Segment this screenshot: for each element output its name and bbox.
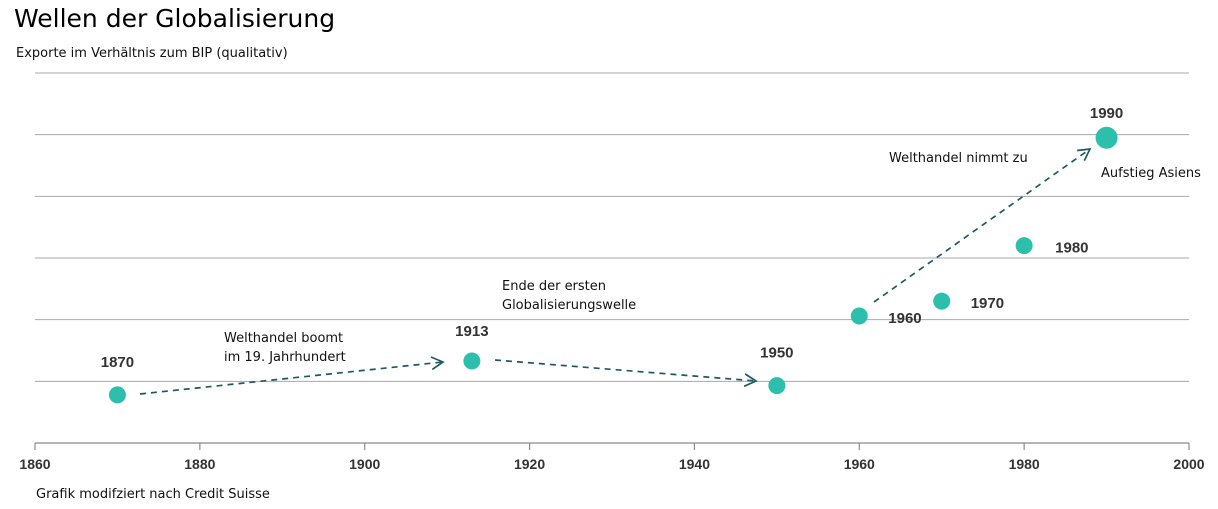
label-layer: 1870 1913 1950 1960 1970 1980 1990 bbox=[101, 105, 1124, 371]
x-tick-label: 1960 bbox=[844, 456, 875, 472]
arrow-wave-1-head bbox=[430, 356, 445, 371]
annotation-1-line-2: im 19. Jahrhundert bbox=[224, 350, 346, 365]
data-point-1913 bbox=[463, 352, 481, 370]
data-point-1870 bbox=[108, 386, 126, 404]
x-tick-label: 1980 bbox=[1009, 456, 1040, 472]
point-label-1980: 1980 bbox=[1055, 240, 1088, 257]
data-point-1980 bbox=[1015, 237, 1033, 255]
x-tick-label: 1900 bbox=[349, 456, 380, 472]
point-label-1960: 1960 bbox=[888, 310, 921, 327]
point-layer bbox=[108, 126, 1118, 404]
annotation-2-line-2: Globalisierungswelle bbox=[502, 298, 636, 313]
grid-layer bbox=[35, 72, 1189, 444]
arrow-wave-1 bbox=[139, 361, 444, 395]
x-tick-label: 2000 bbox=[1173, 456, 1204, 472]
point-label-1970: 1970 bbox=[971, 295, 1004, 312]
data-point-1970 bbox=[933, 292, 951, 310]
x-tick-label: 1920 bbox=[514, 456, 545, 472]
point-label-1990: 1990 bbox=[1090, 105, 1123, 122]
data-point-1990 bbox=[1095, 126, 1118, 149]
annotation-4-line-1: Aufstieg Asiens bbox=[1101, 166, 1201, 181]
point-label-1913: 1913 bbox=[455, 323, 488, 340]
source-note: Grafik modifziert nach Credit Suisse bbox=[36, 487, 270, 502]
point-label-1950: 1950 bbox=[760, 345, 793, 362]
x-tick-label: 1880 bbox=[184, 456, 215, 472]
chart-title: Wellen der Globalisierung bbox=[14, 4, 336, 33]
chart-subtitle: Exporte im Verhältnis zum BIP (qualitati… bbox=[16, 46, 288, 61]
data-point-1960 bbox=[850, 307, 868, 325]
point-label-1870: 1870 bbox=[101, 354, 134, 371]
annotation-2-line-1: Ende der ersten bbox=[502, 279, 606, 294]
arrow-wave-2 bbox=[494, 359, 757, 382]
arrow-wave-3 bbox=[873, 148, 1091, 303]
tick-layer: 1860 1880 1900 1920 1940 1960 1980 2000 bbox=[19, 443, 1205, 472]
arrow-wave-2-head bbox=[743, 373, 758, 388]
arrow-wave-3-head bbox=[1076, 147, 1092, 162]
annotation-3-line-1: Welthandel nimmt zu bbox=[889, 151, 1028, 166]
x-tick-label: 1940 bbox=[679, 456, 710, 472]
annotation-layer: Welthandel boomt im 19. Jahrhundert Ende d… bbox=[224, 151, 1201, 365]
x-tick-label: 1860 bbox=[19, 456, 50, 472]
arrow-layer bbox=[139, 147, 1092, 395]
data-point-1950 bbox=[768, 377, 786, 395]
annotation-1-line-1: Welthandel boomt bbox=[224, 331, 343, 346]
